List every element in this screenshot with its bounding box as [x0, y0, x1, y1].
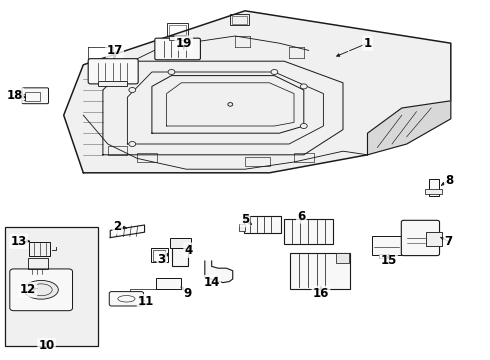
FancyBboxPatch shape — [401, 220, 440, 256]
Text: 15: 15 — [380, 255, 397, 267]
Bar — [336, 253, 349, 263]
Text: 5: 5 — [241, 213, 249, 226]
Bar — [167, 23, 188, 36]
Bar — [172, 240, 188, 266]
Bar — [170, 238, 191, 248]
FancyBboxPatch shape — [10, 269, 73, 311]
Bar — [245, 157, 270, 166]
Text: 17: 17 — [106, 44, 123, 57]
Bar — [108, 146, 127, 155]
Text: 4: 4 — [185, 244, 193, 257]
Bar — [372, 236, 401, 255]
Circle shape — [300, 123, 307, 129]
Bar — [137, 153, 157, 162]
Bar — [5, 227, 98, 346]
Bar — [156, 278, 181, 289]
Circle shape — [300, 84, 307, 89]
Circle shape — [129, 87, 136, 93]
Text: 14: 14 — [203, 276, 220, 289]
Bar — [232, 16, 247, 24]
Circle shape — [168, 69, 175, 75]
Text: 18: 18 — [6, 89, 23, 102]
Text: 2: 2 — [114, 220, 122, 233]
Bar — [379, 254, 389, 258]
Polygon shape — [205, 261, 233, 283]
Polygon shape — [110, 225, 145, 238]
Bar — [21, 94, 24, 100]
Text: 3: 3 — [158, 253, 166, 266]
Bar — [284, 219, 333, 244]
Text: 6: 6 — [297, 210, 305, 222]
Bar — [25, 92, 40, 101]
Bar — [151, 248, 168, 262]
Text: 13: 13 — [10, 235, 27, 248]
Bar — [29, 242, 50, 256]
Bar — [169, 25, 186, 35]
FancyBboxPatch shape — [22, 88, 49, 104]
Bar — [28, 258, 48, 269]
Circle shape — [271, 69, 278, 75]
Bar — [239, 224, 245, 231]
Bar — [169, 36, 188, 40]
Text: 19: 19 — [175, 37, 192, 50]
FancyBboxPatch shape — [88, 59, 138, 84]
Ellipse shape — [24, 280, 58, 299]
Text: 10: 10 — [38, 339, 55, 352]
Text: 9: 9 — [183, 287, 191, 300]
Text: 8: 8 — [445, 174, 453, 186]
Bar — [244, 216, 281, 233]
Text: 7: 7 — [444, 235, 452, 248]
FancyBboxPatch shape — [109, 292, 144, 306]
Text: 12: 12 — [20, 283, 36, 296]
Bar — [294, 153, 314, 162]
Circle shape — [129, 141, 136, 147]
Bar — [153, 250, 165, 261]
Bar — [429, 179, 439, 196]
Bar — [290, 253, 350, 289]
Bar — [425, 189, 442, 194]
Bar — [230, 14, 249, 25]
Text: 11: 11 — [138, 295, 154, 308]
Bar — [426, 232, 442, 246]
Polygon shape — [368, 101, 451, 155]
Polygon shape — [64, 11, 451, 173]
Text: 1: 1 — [364, 37, 371, 50]
Bar — [98, 81, 127, 86]
Text: 16: 16 — [313, 287, 329, 300]
FancyBboxPatch shape — [155, 38, 200, 60]
